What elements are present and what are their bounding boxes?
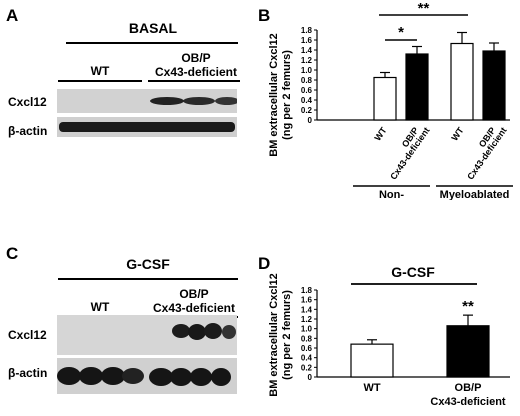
panel-label-b: B <box>258 6 271 25</box>
chart-b-y-tick-label: 1.2 <box>301 56 313 65</box>
chart-b-group-label-line1: Myeloablated <box>440 189 510 200</box>
blot-a-ko-line1: OB/P <box>181 51 211 65</box>
panel-label-a: A <box>6 6 19 25</box>
chart-d-y-tick-label: 1.4 <box>301 305 313 314</box>
blot-a-ko-line2: Cx43-deficient <box>154 65 238 79</box>
blot-a-row2-label: β-actin <box>8 124 48 138</box>
chart-b-y-tick-label: 0.6 <box>301 86 313 95</box>
blot-c-wt-label: WT <box>90 300 110 314</box>
chart-d-bar <box>350 343 394 378</box>
chart-d: BM extracellular Cxcl12 (ng per 2 femurs… <box>268 264 510 408</box>
chart-b-y-tick-label: 1.4 <box>301 46 313 55</box>
blot-c-cxcl12-image <box>57 315 237 355</box>
chart-d-x-tick-label: OB/P <box>455 382 482 394</box>
blot-a-row1-label: Cxcl12 <box>8 95 47 109</box>
chart-d-y-tick-label: 1.6 <box>301 296 313 305</box>
blot-c-actin-image <box>57 358 237 394</box>
chart-b-bar <box>405 53 429 121</box>
chart-d-y-tick-label: 0.8 <box>301 334 313 343</box>
blot-a-wt-label: WT <box>90 64 110 78</box>
chart-b-bar <box>450 42 474 121</box>
chart-d-y-tick-label: 0.2 <box>301 363 313 372</box>
chart-b-ylabel-line1: BM extracellular Cxcl12 <box>268 33 280 157</box>
chart-d-y-tick-label: 0 <box>308 373 313 382</box>
chart-d-y-tick-label: 1.2 <box>301 315 313 324</box>
blot-a-condition-line <box>66 42 238 44</box>
blot-c-condition: G-CSF <box>126 256 170 272</box>
chart-d-y-tick-label: 0.6 <box>301 344 313 353</box>
chart-b-y-tick-label: 0.8 <box>301 76 313 85</box>
blot-a-wt-line <box>58 80 142 82</box>
chart-d-bar <box>446 325 490 378</box>
chart-b-significance-label: ** <box>418 0 430 17</box>
chart-b-y-tick-label: 1.6 <box>301 36 313 45</box>
chart-b-y-tick-label: 1.8 <box>301 26 313 35</box>
blot-c-row2-label: β-actin <box>8 366 48 380</box>
chart-b-significance-label: * <box>398 24 404 41</box>
chart-b-group-label-line1: Non- <box>379 189 404 200</box>
blot-a-cxcl12-image <box>57 89 237 113</box>
blot-c-ko-line1: OB/P <box>179 287 209 301</box>
chart-d-x-tick-label: Cx43-deficient <box>430 396 506 408</box>
blot-a-condition: BASAL <box>128 20 178 36</box>
chart-d-ylabel-line2: (ng per 2 femurs) <box>281 290 293 380</box>
blot-a-actin-image <box>57 117 237 137</box>
chart-b-y-tick-label: 1.0 <box>301 66 313 75</box>
blot-c-condition-line <box>58 278 238 280</box>
chart-b-y-tick-label: 0 <box>308 116 313 125</box>
blot-c-row1-label: Cxcl12 <box>8 328 47 342</box>
chart-b-bar <box>373 76 397 121</box>
panel-label-c: C <box>6 244 19 263</box>
blot-a-ko-line <box>148 80 240 82</box>
chart-d-y-tick-label: 0.4 <box>301 354 313 363</box>
chart-d-x-tick-label: WT <box>363 382 380 394</box>
chart-b-x-tick-label: WT <box>372 125 389 143</box>
chart-d-significance-label: ** <box>462 298 474 315</box>
chart-d-y-tick-label: 1.8 <box>301 286 313 295</box>
chart-b-y-tick-label: 0.4 <box>301 96 313 105</box>
chart-d-y-tick-label: 1.0 <box>301 325 313 334</box>
chart-d-title: G-CSF <box>391 264 435 280</box>
blot-c-ko-line2: Cx43-deficient <box>152 301 236 315</box>
chart-b-ylabel-line2: (ng per 2 femurs) <box>281 50 293 140</box>
chart-b-y-tick-label: 0.2 <box>301 106 313 115</box>
chart-b: BM extracellular Cxcl12 (ng per 2 femurs… <box>268 0 513 200</box>
chart-b-bar <box>482 50 506 121</box>
chart-d-ylabel-line1: BM extracellular Cxcl12 <box>268 273 280 397</box>
panel-label-d: D <box>258 254 271 273</box>
chart-b-x-tick-label: WT <box>449 125 466 143</box>
